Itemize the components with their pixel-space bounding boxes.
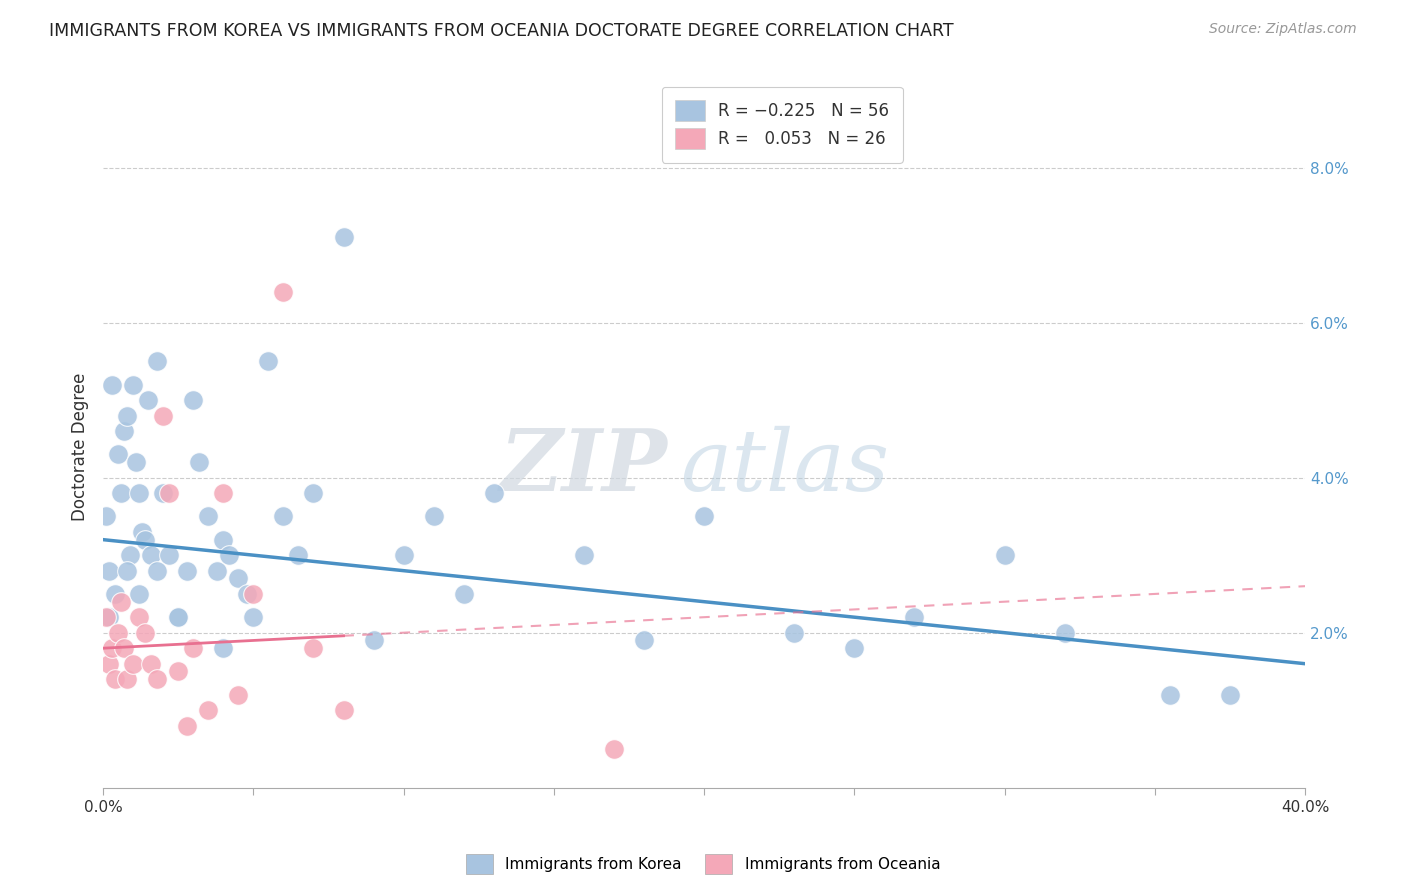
Point: [101, 377, 124, 392]
Point: [167, 610, 190, 624]
Point: [228, 571, 250, 585]
Point: [273, 285, 295, 299]
Point: [236, 587, 259, 601]
Point: [188, 455, 211, 469]
Point: [363, 633, 385, 648]
Point: [1219, 688, 1241, 702]
Point: [422, 509, 444, 524]
Point: [302, 641, 325, 656]
Point: [98, 657, 121, 671]
Point: [197, 509, 219, 524]
Text: ZIP: ZIP: [501, 425, 668, 508]
Point: [128, 587, 150, 601]
Point: [157, 486, 180, 500]
Text: atlas: atlas: [681, 425, 889, 508]
Point: [181, 641, 204, 656]
Point: [110, 595, 132, 609]
Point: [131, 524, 153, 539]
Point: [128, 610, 150, 624]
Point: [104, 672, 127, 686]
Point: [136, 393, 159, 408]
Point: [257, 354, 280, 368]
Point: [112, 641, 135, 656]
Legend: R = −0.225   N = 56, R =   0.053   N = 26: R = −0.225 N = 56, R = 0.053 N = 26: [662, 87, 903, 162]
Legend: Immigrants from Korea, Immigrants from Oceania: Immigrants from Korea, Immigrants from O…: [460, 848, 946, 880]
Text: IMMIGRANTS FROM KOREA VS IMMIGRANTS FROM OCEANIA DOCTORATE DEGREE CORRELATION CH: IMMIGRANTS FROM KOREA VS IMMIGRANTS FROM…: [49, 22, 953, 40]
Point: [197, 703, 219, 717]
Point: [693, 509, 716, 524]
Point: [94, 509, 117, 524]
Point: [1159, 688, 1181, 702]
Point: [903, 610, 925, 624]
Point: [181, 393, 204, 408]
Point: [141, 548, 163, 562]
Point: [110, 486, 132, 500]
Point: [212, 533, 235, 547]
Point: [152, 486, 174, 500]
Point: [844, 641, 866, 656]
Point: [332, 230, 354, 244]
Point: [572, 548, 595, 562]
Point: [176, 719, 198, 733]
Point: [242, 587, 264, 601]
Point: [125, 455, 148, 469]
Point: [1053, 625, 1076, 640]
Point: [128, 486, 150, 500]
Point: [115, 409, 138, 423]
Point: [212, 641, 235, 656]
Point: [332, 703, 354, 717]
Point: [482, 486, 505, 500]
Point: [98, 610, 121, 624]
Point: [218, 548, 240, 562]
Point: [98, 564, 121, 578]
Point: [994, 548, 1017, 562]
Point: [302, 486, 325, 500]
Point: [134, 625, 156, 640]
Point: [146, 354, 169, 368]
Point: [146, 564, 169, 578]
Point: [167, 610, 190, 624]
Text: Source: ZipAtlas.com: Source: ZipAtlas.com: [1209, 22, 1357, 37]
Point: [94, 610, 117, 624]
Point: [633, 633, 655, 648]
Point: [242, 610, 264, 624]
Point: [112, 424, 135, 438]
Point: [104, 587, 127, 601]
Point: [115, 672, 138, 686]
Point: [134, 533, 156, 547]
Point: [167, 665, 190, 679]
Point: [122, 657, 145, 671]
Point: [287, 548, 309, 562]
Point: [107, 625, 129, 640]
Point: [273, 509, 295, 524]
Point: [392, 548, 415, 562]
Point: [157, 548, 180, 562]
Point: [120, 548, 142, 562]
Point: [152, 409, 174, 423]
Point: [141, 657, 163, 671]
Point: [212, 486, 235, 500]
Point: [453, 587, 475, 601]
Point: [101, 641, 124, 656]
Point: [783, 625, 806, 640]
Point: [122, 377, 145, 392]
Point: [207, 564, 229, 578]
Point: [107, 447, 129, 461]
Point: [603, 742, 626, 756]
Y-axis label: Doctorate Degree: Doctorate Degree: [72, 373, 89, 521]
Point: [228, 688, 250, 702]
Point: [115, 564, 138, 578]
Point: [176, 564, 198, 578]
Point: [146, 672, 169, 686]
